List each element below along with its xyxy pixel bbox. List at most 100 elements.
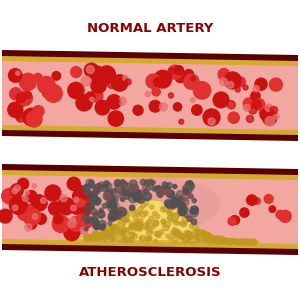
Circle shape bbox=[136, 193, 143, 200]
Circle shape bbox=[110, 196, 116, 203]
Circle shape bbox=[28, 208, 37, 216]
Circle shape bbox=[190, 98, 195, 102]
Circle shape bbox=[149, 229, 153, 233]
Circle shape bbox=[105, 193, 113, 201]
Circle shape bbox=[240, 239, 245, 245]
Circle shape bbox=[111, 236, 114, 239]
Circle shape bbox=[216, 239, 219, 242]
Circle shape bbox=[108, 212, 117, 221]
Circle shape bbox=[102, 236, 107, 242]
Circle shape bbox=[85, 236, 88, 239]
Circle shape bbox=[111, 208, 119, 216]
Circle shape bbox=[132, 225, 138, 231]
Circle shape bbox=[270, 106, 278, 114]
Ellipse shape bbox=[90, 177, 220, 232]
Circle shape bbox=[53, 214, 63, 224]
Circle shape bbox=[255, 78, 267, 90]
Circle shape bbox=[188, 181, 192, 185]
Circle shape bbox=[105, 190, 112, 196]
Circle shape bbox=[102, 235, 108, 240]
Circle shape bbox=[107, 80, 116, 88]
Circle shape bbox=[180, 234, 184, 239]
Circle shape bbox=[124, 220, 127, 222]
Circle shape bbox=[179, 235, 184, 240]
Circle shape bbox=[246, 239, 252, 245]
Circle shape bbox=[104, 232, 108, 236]
Circle shape bbox=[88, 182, 94, 187]
Circle shape bbox=[156, 234, 160, 237]
Circle shape bbox=[67, 221, 82, 236]
Circle shape bbox=[112, 75, 128, 91]
Circle shape bbox=[164, 221, 170, 227]
Circle shape bbox=[242, 240, 246, 244]
Circle shape bbox=[152, 186, 157, 191]
Circle shape bbox=[121, 229, 125, 234]
Circle shape bbox=[98, 182, 104, 188]
Circle shape bbox=[133, 219, 139, 225]
Circle shape bbox=[95, 223, 99, 226]
Text: ATHEROSCLEROSIS: ATHEROSCLEROSIS bbox=[79, 266, 221, 278]
Circle shape bbox=[195, 230, 198, 232]
Circle shape bbox=[40, 198, 46, 203]
Circle shape bbox=[224, 239, 230, 244]
Circle shape bbox=[202, 239, 205, 242]
Circle shape bbox=[202, 230, 206, 234]
Circle shape bbox=[113, 202, 118, 208]
Circle shape bbox=[138, 218, 143, 223]
Circle shape bbox=[91, 209, 98, 215]
Circle shape bbox=[248, 241, 251, 244]
Circle shape bbox=[237, 240, 242, 244]
Circle shape bbox=[12, 205, 18, 211]
Circle shape bbox=[17, 204, 34, 220]
Circle shape bbox=[103, 231, 107, 235]
Circle shape bbox=[153, 220, 158, 226]
Circle shape bbox=[172, 214, 179, 220]
Circle shape bbox=[240, 208, 249, 217]
Circle shape bbox=[248, 240, 253, 244]
Circle shape bbox=[74, 195, 86, 207]
Circle shape bbox=[85, 185, 88, 189]
Circle shape bbox=[164, 200, 172, 207]
Circle shape bbox=[94, 235, 100, 241]
Circle shape bbox=[94, 184, 102, 192]
Circle shape bbox=[106, 204, 110, 208]
Circle shape bbox=[18, 91, 32, 106]
Circle shape bbox=[146, 187, 150, 191]
Circle shape bbox=[108, 222, 112, 225]
Circle shape bbox=[102, 224, 105, 227]
Circle shape bbox=[227, 239, 234, 245]
Circle shape bbox=[88, 198, 92, 202]
Circle shape bbox=[84, 188, 90, 195]
Circle shape bbox=[99, 237, 102, 240]
Circle shape bbox=[108, 230, 114, 237]
Circle shape bbox=[215, 236, 221, 242]
Circle shape bbox=[129, 194, 137, 203]
Circle shape bbox=[99, 235, 101, 238]
Circle shape bbox=[128, 220, 130, 223]
Circle shape bbox=[112, 98, 119, 105]
Circle shape bbox=[25, 190, 29, 195]
Circle shape bbox=[147, 220, 152, 224]
Circle shape bbox=[235, 240, 239, 243]
Circle shape bbox=[248, 240, 253, 244]
Circle shape bbox=[237, 239, 243, 245]
Circle shape bbox=[146, 221, 149, 225]
Circle shape bbox=[127, 188, 135, 196]
Circle shape bbox=[251, 91, 260, 101]
Circle shape bbox=[205, 234, 208, 237]
Circle shape bbox=[105, 232, 111, 238]
Circle shape bbox=[229, 238, 235, 244]
Circle shape bbox=[193, 230, 198, 235]
Circle shape bbox=[203, 236, 209, 242]
Circle shape bbox=[16, 93, 26, 103]
Circle shape bbox=[105, 192, 110, 197]
Circle shape bbox=[184, 231, 190, 237]
Circle shape bbox=[87, 235, 93, 240]
Circle shape bbox=[206, 233, 209, 236]
Circle shape bbox=[184, 190, 189, 196]
Circle shape bbox=[167, 215, 173, 221]
Circle shape bbox=[218, 239, 222, 243]
Circle shape bbox=[167, 209, 170, 213]
Circle shape bbox=[114, 180, 121, 187]
Circle shape bbox=[16, 71, 20, 75]
